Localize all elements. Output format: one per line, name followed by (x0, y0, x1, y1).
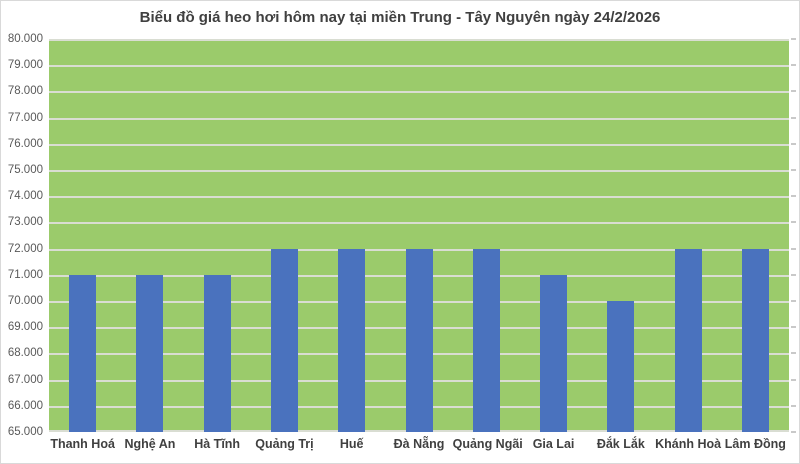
gridline (49, 65, 789, 68)
y-tick-label: 76.000 (7, 137, 43, 150)
y-tick-label: 71.000 (7, 268, 43, 281)
y-tick-label: 68.000 (7, 347, 43, 360)
y-tick-label: 79.000 (7, 59, 43, 72)
right-axis-tick (791, 169, 796, 171)
gridline (49, 91, 789, 94)
gridline (49, 170, 789, 172)
bar (540, 274, 568, 432)
y-axis: 80.000 79.000 78.000 77.000 76.000 75.000 74.0… (1, 1, 43, 463)
x-category-label: Lâm Đồng (724, 437, 786, 451)
y-tick-label: 75.000 (7, 164, 43, 176)
x-category-label: Quảng Trị (255, 437, 314, 451)
right-axis-tick (791, 404, 796, 407)
x-category-label: Gia Lai (532, 437, 575, 451)
right-axis-tick (791, 326, 796, 329)
right-axis-tick (791, 273, 796, 276)
y-tick-label: 80.000 (7, 33, 43, 45)
bar (741, 248, 769, 432)
right-axis-tick (791, 431, 796, 433)
right-axis-tick (791, 352, 796, 355)
right-axis-tick (791, 300, 796, 302)
bar (69, 274, 97, 432)
bar (203, 274, 231, 432)
y-tick-label: 74.000 (7, 190, 43, 203)
x-axis: Thanh Hoá Nghệ An Hà Tĩnh Quảng Trị Huế Đà Nẵ… (49, 437, 789, 457)
right-axis-tick (791, 64, 796, 67)
y-tick-label: 77.000 (7, 111, 43, 124)
y-tick-label: 66.000 (7, 399, 43, 412)
y-tick-label: 70.000 (7, 295, 43, 307)
chart-title: Biểu đồ giá heo hơi hôm nay tại miền Tru… (139, 9, 661, 26)
bar (405, 248, 433, 432)
y-tick-label: 65.000 (7, 426, 43, 438)
gridline (49, 39, 789, 41)
y-tick-label: 72.000 (7, 242, 43, 255)
bar (607, 301, 635, 432)
right-axis-tick (791, 247, 796, 250)
x-category-label: Nghệ An (124, 437, 176, 451)
right-axis-tick (791, 195, 796, 198)
y-tick-label: 67.000 (7, 373, 43, 386)
right-axis-tick (791, 221, 796, 224)
right-axis-tick (791, 142, 796, 145)
bar (472, 248, 500, 432)
gridline (49, 117, 789, 120)
gridline (49, 196, 789, 199)
x-category-label: Quảng Ngãi (452, 437, 523, 451)
gridline (49, 143, 789, 146)
y-tick-label: 78.000 (7, 85, 43, 98)
gridline (49, 222, 789, 225)
x-category-label: Huế (339, 437, 364, 451)
right-axis-tick (791, 38, 796, 40)
bar (338, 248, 366, 432)
x-category-label: Khánh Hoà (655, 437, 722, 451)
right-axis-tick (791, 378, 796, 381)
x-category-label: Hà Tĩnh (194, 437, 241, 451)
y-tick-label: 73.000 (7, 216, 43, 229)
plot-area (49, 39, 789, 432)
bar (270, 248, 298, 432)
bar (136, 274, 164, 432)
x-category-label: Thanh Hoá (50, 437, 115, 451)
bar (674, 248, 702, 432)
right-axis-tick (791, 116, 796, 119)
x-category-label: Đà Nẵng (393, 437, 445, 451)
y-tick-label: 69.000 (7, 321, 43, 334)
x-category-label: Đắk Lắk (596, 437, 645, 451)
right-axis-tick (791, 90, 796, 93)
